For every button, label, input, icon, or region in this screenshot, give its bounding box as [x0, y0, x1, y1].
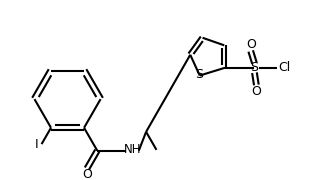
- Text: Cl: Cl: [279, 62, 291, 75]
- Text: O: O: [251, 85, 261, 98]
- Text: NH: NH: [123, 143, 141, 156]
- Text: S: S: [251, 62, 259, 75]
- Text: I: I: [35, 138, 39, 151]
- Text: S: S: [195, 68, 203, 81]
- Text: O: O: [82, 168, 92, 180]
- Text: O: O: [246, 38, 256, 51]
